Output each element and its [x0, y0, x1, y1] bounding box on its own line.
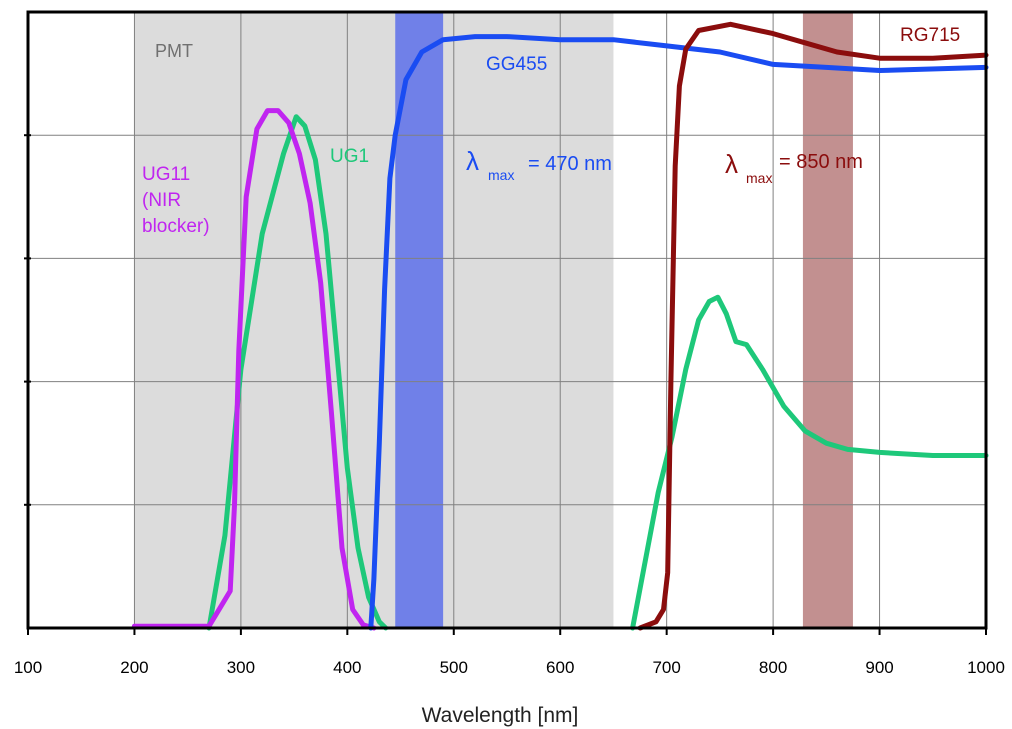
- series-label-ug1: UG1: [330, 146, 369, 167]
- series-line-ug1-1: [206, 114, 389, 631]
- region-label-pmt: PMT: [155, 41, 193, 61]
- x-tick-label-1000: 1000: [967, 658, 1005, 677]
- series-line-ug11: [131, 108, 377, 631]
- series-line-gg455: [368, 34, 989, 631]
- x-tick-label-100: 100: [14, 658, 42, 677]
- x-tick-label-300: 300: [227, 658, 255, 677]
- x-tick-label-200: 200: [120, 658, 148, 677]
- x-ticks: 100 200 300 400 500 600 700 800 900 1000: [14, 134, 1005, 677]
- x-tick-label-800: 800: [759, 658, 787, 677]
- x-tick-label-600: 600: [546, 658, 574, 677]
- plot-frame: [26, 10, 988, 630]
- series-label-ug11: UG11 (NIR blocker): [142, 164, 210, 237]
- x-axis-label: Wavelength [nm]: [422, 704, 579, 727]
- x-tick-label-700: 700: [652, 658, 680, 677]
- x-tick-label-400: 400: [333, 658, 361, 677]
- series-label-rg715: RG715: [900, 25, 960, 46]
- axes-layer: [26, 10, 988, 630]
- x-tick-label-900: 900: [865, 658, 893, 677]
- series-line-rg715: [637, 21, 989, 631]
- shaded-region-1: [395, 12, 444, 628]
- annotation-lambda-max-850: λ max = 850 nm: [725, 149, 863, 187]
- series-label-gg455: GG455: [486, 54, 547, 75]
- labels-layer: PMT UG11 (NIR blocker) UG1 GG455 RG715 λ…: [142, 25, 960, 727]
- x-tick-label-500: 500: [440, 658, 468, 677]
- series-layer: [131, 21, 989, 631]
- shaded-region-2: [802, 12, 853, 628]
- grid-layer: [28, 12, 986, 628]
- annotation-lambda-max-470: λ max = 470 nm: [466, 146, 612, 184]
